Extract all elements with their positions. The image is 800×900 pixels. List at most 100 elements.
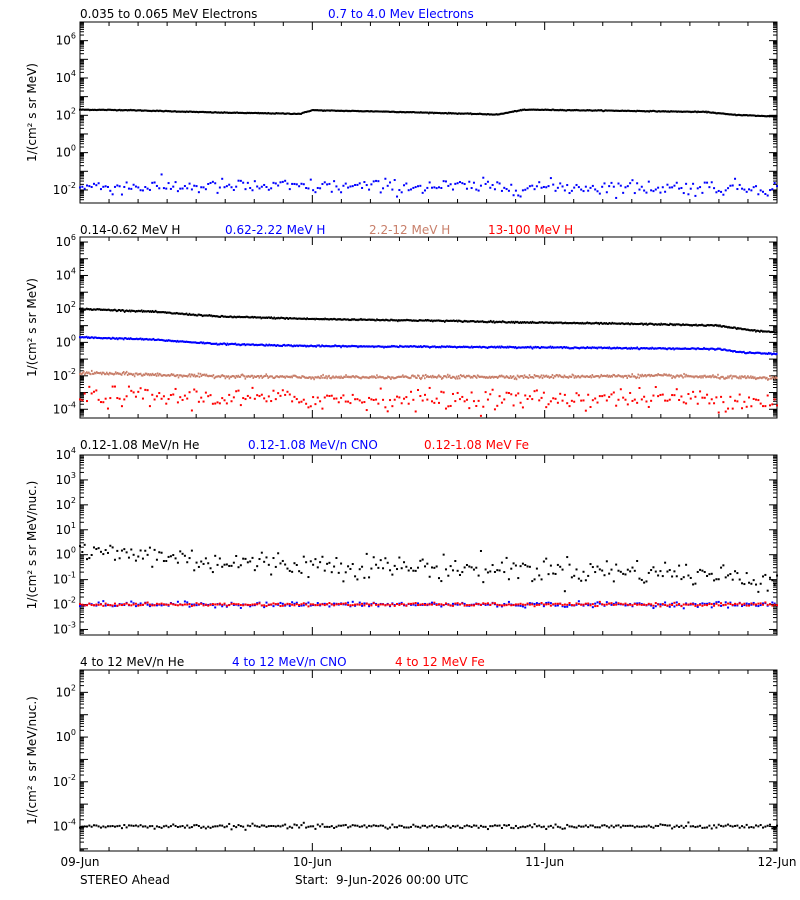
data-point <box>623 323 626 326</box>
data-point <box>666 110 668 113</box>
data-point <box>771 188 774 191</box>
data-point <box>311 344 313 347</box>
data-point <box>586 346 589 349</box>
data-point <box>542 391 545 394</box>
data-point <box>202 341 205 344</box>
data-point <box>642 347 644 350</box>
data-point <box>122 371 125 374</box>
data-point <box>88 337 91 340</box>
data-point <box>414 319 416 322</box>
data-point <box>399 319 401 322</box>
data-point <box>596 190 599 193</box>
data-point <box>605 191 608 194</box>
data-point <box>755 583 758 586</box>
data-point <box>283 343 286 346</box>
data-point <box>188 341 191 344</box>
data-point <box>118 372 121 375</box>
data-point <box>314 109 316 112</box>
data-point <box>575 108 578 111</box>
data-point <box>342 318 344 321</box>
data-point <box>417 185 420 188</box>
data-point <box>422 345 424 348</box>
data-point <box>748 351 750 354</box>
data-point <box>270 573 273 576</box>
data-point <box>585 109 588 112</box>
data-point <box>208 314 211 317</box>
data-point <box>460 320 463 323</box>
data-point <box>575 568 578 571</box>
data-point <box>408 345 410 348</box>
data-point <box>209 603 212 606</box>
data-point <box>323 604 326 607</box>
data-point <box>442 345 445 348</box>
data-point <box>660 110 662 113</box>
data-point <box>277 316 280 319</box>
data-point <box>101 308 104 311</box>
data-point <box>335 318 337 321</box>
data-point <box>618 110 621 113</box>
data-point <box>80 336 83 339</box>
data-point <box>764 573 767 576</box>
data-point <box>482 581 485 584</box>
data-point <box>755 115 757 118</box>
data-point <box>167 373 170 376</box>
data-point <box>385 376 387 379</box>
data-point <box>334 109 336 112</box>
data-point <box>296 376 298 379</box>
data-point <box>197 603 200 606</box>
data-point <box>542 185 545 188</box>
data-point <box>545 346 548 349</box>
data-point <box>402 319 404 322</box>
data-point <box>704 324 706 327</box>
data-point <box>216 315 219 318</box>
data-point <box>220 111 223 114</box>
data-point <box>420 319 422 322</box>
data-point <box>162 311 165 314</box>
data-point <box>597 109 600 112</box>
data-point <box>699 186 702 189</box>
data-point <box>109 108 112 111</box>
data-point <box>298 376 300 379</box>
data-point <box>696 375 698 378</box>
data-point <box>265 605 268 608</box>
data-point <box>178 340 181 343</box>
data-point <box>657 110 659 113</box>
data-point <box>557 346 560 349</box>
data-point <box>549 604 552 607</box>
data-point <box>342 184 345 187</box>
data-point <box>151 309 154 312</box>
data-point <box>500 189 503 192</box>
data-point <box>430 601 433 604</box>
data-point <box>672 347 674 350</box>
data-point <box>291 400 294 403</box>
data-point <box>736 351 738 354</box>
data-point <box>341 318 343 321</box>
data-point <box>575 602 578 605</box>
data-point <box>140 374 143 377</box>
data-point <box>545 374 548 377</box>
data-point <box>647 374 649 377</box>
data-point <box>232 111 235 114</box>
data-point <box>596 322 599 325</box>
data-point <box>134 185 137 188</box>
data-point <box>187 110 190 113</box>
data-point <box>133 338 136 341</box>
data-point <box>179 550 182 553</box>
data-point <box>138 109 141 112</box>
series-1 <box>79 307 778 334</box>
data-point <box>621 322 624 325</box>
data-point <box>260 551 263 554</box>
data-point <box>517 577 520 580</box>
data-point <box>687 374 689 377</box>
data-point <box>563 393 566 396</box>
data-point <box>240 374 243 377</box>
data-point <box>550 375 553 378</box>
data-point <box>626 322 629 325</box>
data-point <box>272 557 275 560</box>
data-point <box>469 112 472 115</box>
data-point <box>457 319 460 322</box>
data-point <box>310 377 312 380</box>
data-point <box>759 330 761 333</box>
data-point <box>724 325 726 328</box>
data-point <box>214 402 217 405</box>
